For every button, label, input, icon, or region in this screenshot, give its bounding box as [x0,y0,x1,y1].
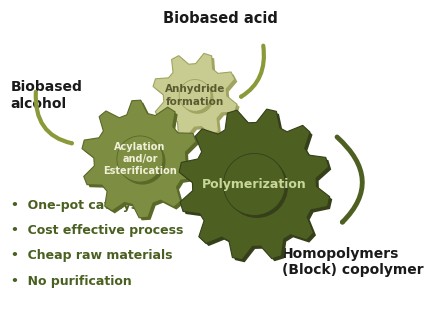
Text: Anhydride
formation: Anhydride formation [165,84,225,107]
Ellipse shape [120,139,165,185]
Polygon shape [179,109,330,260]
Ellipse shape [223,153,285,216]
FancyArrowPatch shape [241,46,264,97]
Text: Homopolymers
(Block) copolymers: Homopolymers (Block) copolymers [282,247,424,277]
Polygon shape [153,53,237,137]
FancyArrowPatch shape [36,92,72,143]
Polygon shape [84,103,201,220]
Text: •  Cheap raw materials: • Cheap raw materials [11,250,172,262]
Polygon shape [181,112,332,262]
Ellipse shape [226,156,288,218]
Ellipse shape [181,82,214,114]
Polygon shape [156,56,240,140]
Text: Acylation
and/or
Esterification: Acylation and/or Esterification [103,142,177,176]
FancyArrowPatch shape [337,137,362,222]
Text: Biobased acid: Biobased acid [163,11,278,26]
Ellipse shape [179,80,211,111]
Text: Biobased
alcohol: Biobased alcohol [11,80,83,110]
Ellipse shape [117,136,163,182]
Text: Polymerization: Polymerization [202,178,307,191]
Text: •  Cost effective process: • Cost effective process [11,224,183,237]
Polygon shape [82,100,198,218]
Text: •  No purification: • No purification [11,275,131,288]
Text: •  One-pot catalysis: • One-pot catalysis [11,199,149,211]
